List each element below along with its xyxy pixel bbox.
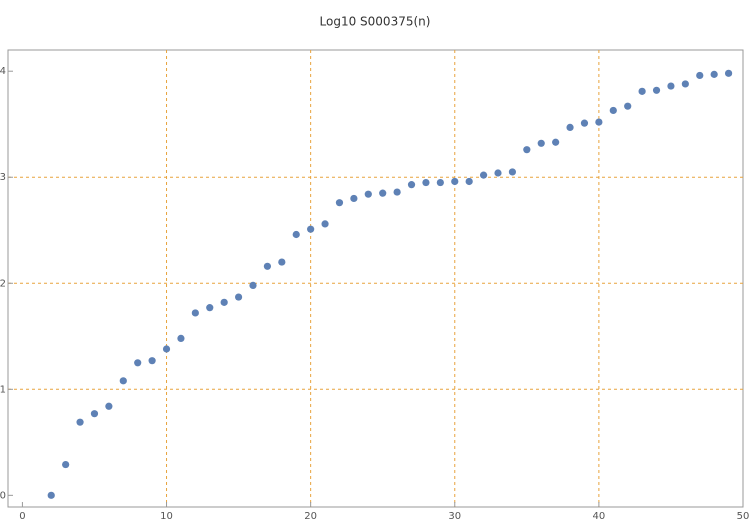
data-point [249,281,257,289]
y-tick-label: 1 [0,384,6,395]
x-tick-label: 10 [160,511,173,522]
data-point [595,118,603,126]
data-point [148,357,156,365]
data-point [624,102,632,110]
data-point [364,190,372,198]
data-point [278,258,286,266]
plot-frame [7,49,744,508]
data-point [652,86,661,94]
data-point [76,418,84,426]
data-point [119,377,127,385]
data-point [465,177,473,186]
data-point [580,119,589,127]
data-point [191,309,199,317]
y-tick-label: 2 [0,278,6,289]
data-point [696,71,704,80]
data-point [537,139,545,147]
data-point [681,80,689,88]
y-tick-label: 3 [0,172,6,183]
data-point [710,70,718,78]
x-tick-label: 0 [19,511,25,522]
data-point [162,345,171,353]
data-point [292,230,300,239]
data-point [350,194,358,203]
data-point [609,106,617,115]
data-point [105,402,113,410]
data-point [177,334,185,343]
data-point [379,189,387,197]
data-point [422,178,430,187]
x-tick-label: 50 [737,511,750,522]
data-point [307,225,315,233]
x-tick-label: 30 [448,511,461,522]
y-tick-label: 0 [0,490,6,501]
data-point [566,123,574,132]
data-point [335,199,344,207]
data-point [523,146,531,154]
chart-title: Log10 S000375(n) [320,15,431,29]
x-tick-label: 20 [304,511,317,522]
data-point [494,169,502,177]
data-point [321,220,329,228]
data-point [638,87,646,95]
x-tick-label: 40 [593,511,606,522]
data-point [436,178,444,187]
data-point [234,293,243,301]
data-point [407,181,416,189]
data-point [220,298,228,306]
data-point [62,460,70,469]
data-point [90,410,99,418]
data-point [451,177,459,186]
data-point [134,359,142,367]
data-point [263,262,272,270]
data-point [393,188,401,196]
data-point [724,69,733,77]
data-point [47,491,55,499]
data-point [479,171,488,179]
y-tick-label: 4 [0,66,6,77]
data-point [206,304,214,312]
data-point [508,168,517,176]
data-point [552,138,560,146]
data-point [667,82,675,90]
